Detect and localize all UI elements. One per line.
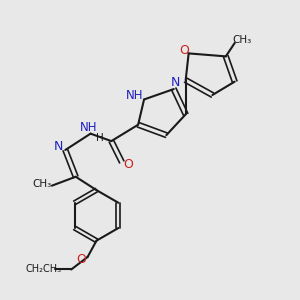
Text: NH: NH (80, 121, 98, 134)
Text: O: O (123, 158, 133, 171)
Text: N: N (171, 76, 180, 89)
Text: CH₃: CH₃ (232, 35, 252, 45)
Text: NH: NH (126, 89, 143, 102)
Text: N: N (54, 140, 63, 153)
Text: O: O (179, 44, 189, 57)
Text: H: H (96, 133, 103, 143)
Text: CH₂CH₃: CH₂CH₃ (26, 265, 62, 275)
Text: O: O (76, 254, 86, 266)
Text: CH₃: CH₃ (32, 179, 51, 189)
